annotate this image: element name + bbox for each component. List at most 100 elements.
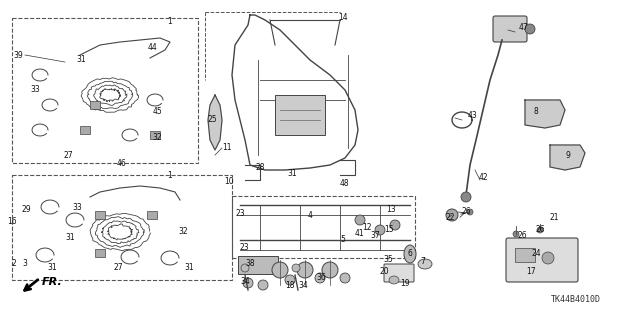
Text: 26: 26	[461, 207, 470, 217]
Text: FR.: FR.	[42, 277, 63, 287]
Circle shape	[537, 227, 543, 233]
Circle shape	[243, 278, 253, 288]
Bar	[95, 249, 105, 257]
Text: 20: 20	[380, 268, 390, 277]
Ellipse shape	[418, 259, 432, 269]
Text: 44: 44	[148, 43, 157, 53]
Text: 31: 31	[65, 233, 75, 241]
Circle shape	[340, 273, 350, 283]
Text: 41: 41	[355, 228, 365, 238]
Text: TK44B4010D: TK44B4010D	[551, 295, 601, 305]
Text: 24: 24	[531, 249, 541, 257]
Text: 38: 38	[245, 259, 255, 269]
Text: 18: 18	[285, 280, 294, 290]
Circle shape	[272, 262, 288, 278]
Text: 14: 14	[338, 13, 348, 23]
Bar	[90, 101, 100, 109]
Text: 31: 31	[47, 263, 56, 272]
Text: 2: 2	[12, 258, 17, 268]
Text: 34: 34	[240, 278, 250, 286]
Text: 31: 31	[76, 56, 86, 64]
Text: 47: 47	[519, 23, 529, 32]
Text: 3: 3	[22, 258, 27, 268]
Circle shape	[258, 280, 268, 290]
Bar	[12, 18, 198, 163]
FancyBboxPatch shape	[384, 264, 414, 282]
Text: 26: 26	[518, 231, 527, 240]
Polygon shape	[208, 95, 222, 150]
Text: 45: 45	[153, 108, 163, 116]
Text: 9: 9	[566, 151, 571, 160]
Text: 10: 10	[224, 177, 234, 187]
Text: 27: 27	[113, 263, 123, 271]
Text: 29: 29	[21, 205, 31, 214]
Ellipse shape	[404, 245, 416, 263]
FancyBboxPatch shape	[506, 238, 578, 282]
Text: 17: 17	[526, 268, 536, 277]
Circle shape	[292, 264, 300, 272]
Circle shape	[467, 209, 473, 215]
Bar	[275, 95, 325, 135]
Text: 15: 15	[384, 226, 394, 234]
Bar	[515, 248, 535, 262]
Circle shape	[513, 231, 519, 237]
Text: 1: 1	[167, 18, 172, 26]
Text: 33: 33	[72, 203, 82, 211]
Circle shape	[297, 262, 313, 278]
Text: 1: 1	[167, 170, 172, 180]
Text: 8: 8	[534, 108, 539, 116]
Circle shape	[322, 262, 338, 278]
Circle shape	[355, 215, 365, 225]
Text: 28: 28	[256, 164, 266, 173]
Text: 22: 22	[445, 213, 454, 222]
Text: 21: 21	[550, 213, 559, 222]
Text: 35: 35	[383, 255, 393, 263]
Text: 11: 11	[222, 143, 232, 152]
FancyBboxPatch shape	[493, 16, 527, 42]
Text: 23: 23	[235, 209, 244, 218]
Text: 32: 32	[152, 133, 162, 143]
Circle shape	[542, 252, 554, 264]
Ellipse shape	[389, 276, 399, 284]
Text: 32: 32	[178, 227, 188, 236]
Circle shape	[525, 24, 535, 34]
Text: 43: 43	[468, 110, 477, 120]
Bar	[80, 126, 90, 134]
Text: 16: 16	[7, 218, 17, 226]
Text: 25: 25	[207, 115, 216, 124]
Text: 12: 12	[362, 222, 371, 232]
Text: 13: 13	[386, 205, 396, 214]
Text: 37: 37	[370, 231, 380, 240]
Text: 39: 39	[13, 50, 23, 60]
Circle shape	[446, 209, 458, 221]
Text: 31: 31	[184, 263, 194, 271]
Bar	[12, 175, 232, 280]
Text: 42: 42	[479, 174, 488, 182]
Circle shape	[285, 275, 295, 285]
Circle shape	[390, 220, 400, 230]
Text: 23: 23	[240, 243, 250, 253]
Text: 46: 46	[117, 159, 127, 167]
Text: 36: 36	[316, 273, 326, 283]
Text: 34: 34	[298, 280, 308, 290]
Bar	[147, 211, 157, 219]
Bar	[238, 256, 278, 274]
Polygon shape	[550, 145, 585, 170]
Circle shape	[461, 192, 471, 202]
Bar	[150, 131, 160, 139]
Text: 4: 4	[308, 211, 313, 219]
Text: 31: 31	[287, 168, 296, 177]
Text: 27: 27	[64, 151, 74, 160]
Text: 26: 26	[535, 226, 545, 234]
Bar	[232, 196, 415, 258]
Text: 6: 6	[408, 249, 413, 258]
Text: 7: 7	[420, 256, 425, 265]
Polygon shape	[525, 100, 565, 128]
Text: 19: 19	[400, 278, 410, 287]
Text: 33: 33	[30, 85, 40, 94]
Bar	[95, 211, 105, 219]
Text: 5: 5	[340, 235, 345, 244]
Text: 48: 48	[340, 179, 349, 188]
Circle shape	[375, 225, 385, 235]
Circle shape	[315, 273, 325, 283]
